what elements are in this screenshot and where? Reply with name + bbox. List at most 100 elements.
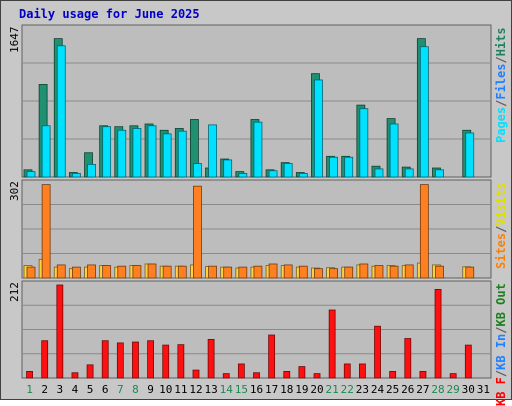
bar-visits-sites-6 — [102, 265, 112, 279]
bar-visits-sites-1 — [26, 266, 36, 279]
bar-visits-sites-14 — [223, 266, 233, 279]
bar-visits-sites-11 — [177, 265, 187, 279]
bar-visits-sites-10 — [162, 265, 172, 279]
bar-visits-sites-27 — [419, 184, 429, 279]
bar-requests-files-28 — [435, 169, 444, 178]
x-tick-label-14: 14 — [220, 383, 234, 396]
bar-visits-sites-20 — [314, 268, 323, 279]
bar-bandwidth-kb-f-9 — [147, 340, 154, 379]
bar-visits-sites-7 — [117, 265, 127, 279]
x-tick-label-17: 17 — [265, 383, 278, 396]
bar-requests-files-4 — [71, 173, 81, 178]
bar-requests-files-5 — [87, 164, 96, 178]
bar-requests-files-9 — [147, 125, 157, 178]
chart-title: Daily usage for June 2025 — [19, 7, 200, 21]
yaxis-max-label-visits: 302 — [8, 181, 21, 201]
bar-bandwidth-kb-f-21 — [328, 309, 336, 379]
x-tick-label-12: 12 — [189, 383, 202, 396]
legend-item-sites: Sites — [494, 232, 508, 269]
bar-visits-sites-28 — [435, 265, 444, 279]
bar-visits-sites-15 — [238, 266, 248, 279]
bar-bandwidth-kb-f-6 — [101, 340, 109, 379]
x-tick-label-10: 10 — [159, 383, 172, 396]
bar-requests-files-19 — [298, 173, 308, 178]
bar-visits-sites-9 — [147, 263, 157, 279]
x-tick-label-8: 8 — [132, 383, 139, 396]
bar-requests-files-23 — [359, 108, 369, 178]
bar-requests-files-8 — [132, 128, 142, 178]
bar-visits-sites-24 — [374, 265, 384, 279]
bar-requests-files-11 — [177, 130, 187, 178]
bar-bandwidth-kb-f-5 — [86, 364, 94, 379]
x-tick-label-7: 7 — [117, 383, 124, 396]
bar-requests-files-10 — [162, 133, 172, 178]
bar-bandwidth-kb-f-17 — [268, 334, 276, 379]
x-tick-label-11: 11 — [174, 383, 187, 396]
bar-bandwidth-kb-f-27 — [419, 371, 427, 379]
bar-bandwidth-kb-f-8 — [132, 341, 139, 379]
bar-requests-files-26 — [404, 168, 414, 178]
bar-bandwidth-kb-f-29 — [449, 373, 457, 379]
x-tick-label-30: 30 — [462, 383, 475, 396]
bar-bandwidth-kb-f-18 — [283, 371, 291, 379]
bar-visits-sites-25 — [389, 265, 399, 279]
bar-visits-sites-21 — [329, 268, 338, 279]
bar-bandwidth-kb-f-3 — [56, 284, 64, 379]
bar-bandwidth-kb-f-15 — [237, 363, 245, 379]
bar-requests-files-3 — [56, 45, 66, 178]
yaxis-max-label-bandwidth: 212 — [8, 282, 21, 302]
x-tick-label-16: 16 — [250, 383, 263, 396]
legend-item-visits: Visits — [494, 182, 508, 226]
bar-requests-files-30 — [465, 132, 475, 178]
x-tick-label-26: 26 — [401, 383, 414, 396]
bar-requests-files-6 — [102, 126, 112, 178]
bar-bandwidth-kb-f-28 — [434, 288, 442, 379]
legend-item-kb-out: KB Out — [494, 283, 508, 327]
x-tick-label-20: 20 — [310, 383, 323, 396]
bar-bandwidth-kb-f-30 — [464, 344, 472, 379]
bar-visits-sites-17 — [268, 263, 278, 279]
x-tick-label-5: 5 — [87, 383, 94, 396]
x-tick-label-18: 18 — [280, 383, 293, 396]
x-tick-label-29: 29 — [447, 383, 460, 396]
bar-bandwidth-kb-f-11 — [177, 344, 185, 379]
bar-visits-sites-5 — [87, 264, 96, 279]
bar-bandwidth-kb-f-2 — [41, 340, 49, 379]
bar-visits-sites-16 — [253, 265, 263, 279]
x-tick-label-13: 13 — [204, 383, 217, 396]
bar-bandwidth-kb-f-10 — [162, 344, 170, 379]
legend-item-kb-in: KB In — [494, 333, 508, 370]
x-tick-label-24: 24 — [371, 383, 385, 396]
bar-requests-files-24 — [374, 168, 384, 178]
legend-separator: / — [494, 326, 508, 334]
x-tick-label-3: 3 — [57, 383, 64, 396]
bar-visits-sites-3 — [56, 264, 66, 279]
bar-requests-files-22 — [344, 156, 354, 178]
bar-visits-sites-2 — [41, 184, 51, 279]
bar-bandwidth-kb-f-4 — [71, 372, 79, 379]
legend-item-files: Files — [494, 63, 508, 100]
bar-requests-files-13 — [208, 124, 217, 178]
bar-requests-files-12 — [193, 163, 202, 178]
bar-visits-sites-4 — [71, 266, 81, 279]
bar-visits-sites-8 — [132, 265, 142, 279]
x-tick-label-6: 6 — [102, 383, 109, 396]
bar-bandwidth-kb-f-1 — [26, 371, 33, 379]
legend-separator: / — [494, 55, 508, 64]
bar-requests-files-14 — [223, 159, 233, 178]
bar-bandwidth-kb-f-24 — [374, 325, 381, 379]
bar-requests-files-20 — [314, 79, 323, 178]
x-tick-label-28: 28 — [431, 383, 444, 396]
bar-requests-files-16 — [253, 121, 263, 178]
x-tick-label-25: 25 — [386, 383, 399, 396]
legend-separator: / — [494, 225, 508, 233]
x-tick-label-22: 22 — [341, 383, 354, 396]
bar-visits-sites-30 — [465, 266, 475, 279]
bar-bandwidth-kb-f-19 — [298, 366, 306, 379]
legend-bandwidth: KB F/KB In/KB Out — [494, 283, 508, 406]
legend-requests: Pages/Files/Hits — [494, 27, 508, 143]
legend-separator: / — [494, 99, 508, 107]
legend-visits: Sites/Visits — [494, 182, 508, 269]
legend-item-kb-f: KB F — [494, 376, 508, 406]
bar-bandwidth-kb-f-16 — [253, 372, 260, 379]
